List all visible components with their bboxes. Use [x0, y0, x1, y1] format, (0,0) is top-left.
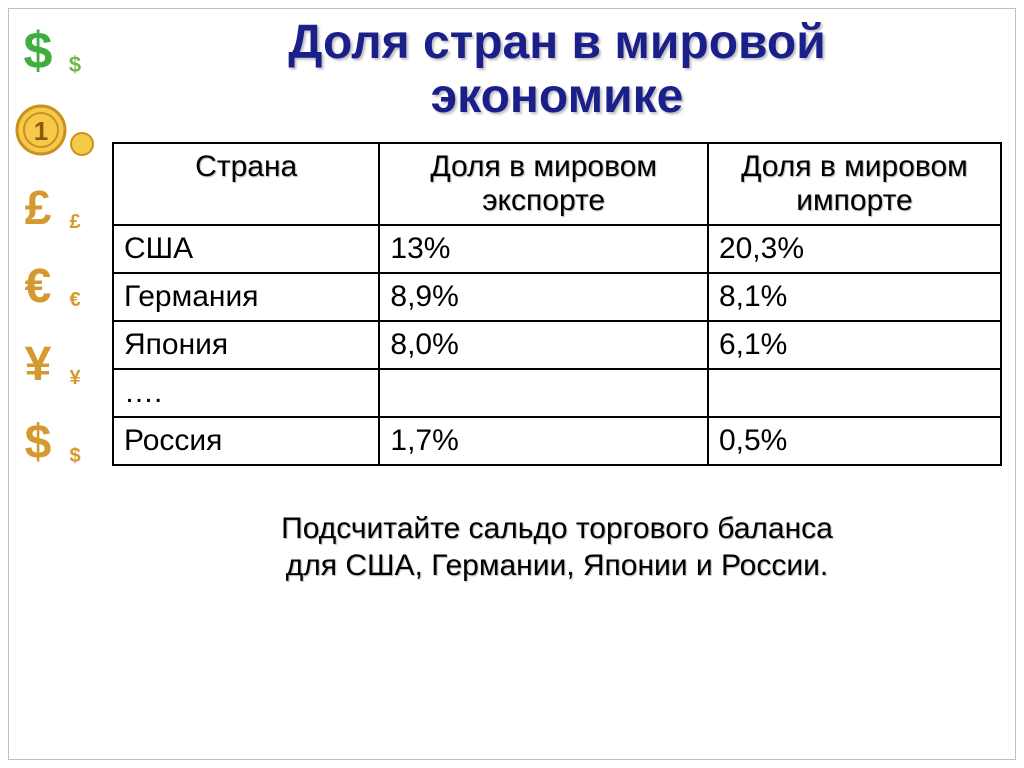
svg-text:€: €: [25, 260, 52, 312]
table-row: Россия 1,7% 0,5%: [113, 417, 1001, 465]
yen-icon: ¥ ¥: [14, 330, 104, 390]
svg-text:$: $: [25, 416, 52, 468]
cell: ….: [113, 369, 379, 417]
cell: 0,5%: [708, 417, 1001, 465]
cell: Россия: [113, 417, 379, 465]
table-header-row: Страна Доля в мировом экспорте Доля в ми…: [113, 143, 1001, 225]
svg-text:$: $: [69, 445, 80, 467]
table-row: Германия 8,9% 8,1%: [113, 273, 1001, 321]
table-row: США 13% 20,3%: [113, 225, 1001, 273]
pound-icon: £ £: [14, 174, 104, 234]
col-header: Доля в мировом импорте: [708, 143, 1001, 225]
svg-text:$: $: [24, 22, 53, 78]
cell: Германия: [113, 273, 379, 321]
svg-text:$: $: [69, 52, 81, 77]
col-header: Страна: [113, 143, 379, 225]
col-header: Доля в мировом экспорте: [379, 143, 708, 225]
euro-icon: € €: [14, 252, 104, 312]
dollar2-icon: $ $: [14, 408, 104, 468]
icon-sidebar: $ $ 1 £ £ € € ¥: [14, 18, 104, 468]
svg-text:1: 1: [34, 116, 48, 146]
cell: 8,1%: [708, 273, 1001, 321]
cell: 8,9%: [379, 273, 708, 321]
cell: 20,3%: [708, 225, 1001, 273]
cell: [379, 369, 708, 417]
footer-note: Подсчитайте сальдо торгового балансадля …: [112, 510, 1002, 585]
cell: США: [113, 225, 379, 273]
cell: [708, 369, 1001, 417]
svg-text:¥: ¥: [69, 367, 81, 389]
cell: 1,7%: [379, 417, 708, 465]
table-row: ….: [113, 369, 1001, 417]
table-row: Япония 8,0% 6,1%: [113, 321, 1001, 369]
page-title: Доля стран в мировойэкономике: [112, 16, 1002, 124]
dollar-icon: $ $: [14, 18, 104, 78]
svg-text:¥: ¥: [25, 338, 52, 390]
data-table: Страна Доля в мировом экспорте Доля в ми…: [112, 142, 1002, 466]
cell: 6,1%: [708, 321, 1001, 369]
main-content: Доля стран в мировойэкономике Страна Дол…: [112, 12, 1002, 585]
cell: Япония: [113, 321, 379, 369]
svg-text:£: £: [25, 182, 52, 234]
cell: 13%: [379, 225, 708, 273]
coin-icon: 1: [14, 96, 104, 156]
svg-text:£: £: [69, 211, 80, 233]
svg-text:€: €: [69, 289, 80, 311]
cell: 8,0%: [379, 321, 708, 369]
